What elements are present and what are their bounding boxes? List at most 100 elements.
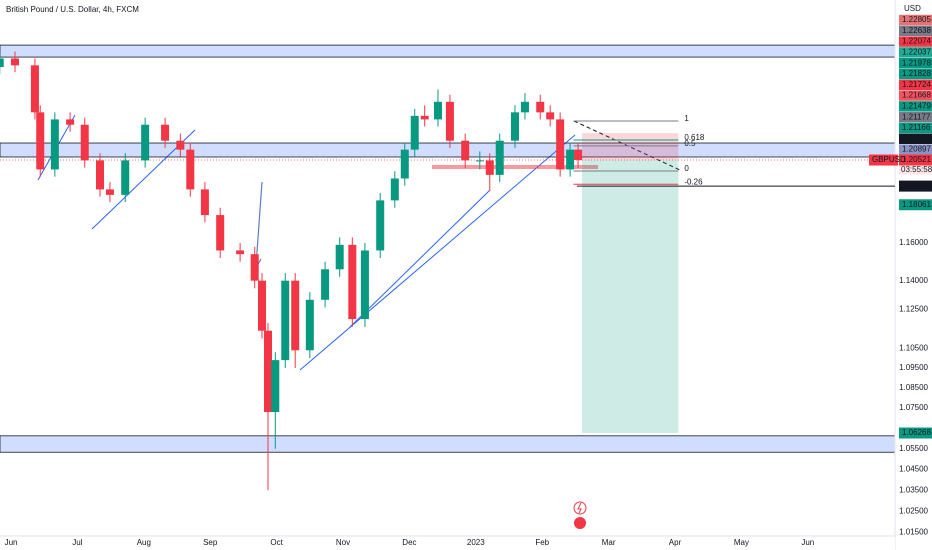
candle-body xyxy=(360,250,369,320)
candle-body xyxy=(105,189,114,195)
candle-body xyxy=(520,101,529,113)
event-icon[interactable] xyxy=(573,501,587,515)
candle-body xyxy=(216,215,225,251)
x-tick-label: 2023 xyxy=(467,538,485,547)
candle-body xyxy=(566,149,575,170)
price-tag xyxy=(899,47,932,58)
price-tag xyxy=(899,180,932,192)
target-zone xyxy=(582,160,679,434)
price-tag-label: 1.22805 xyxy=(902,15,931,24)
x-tick-label: Jun xyxy=(801,538,814,547)
x-tick-label: Apr xyxy=(669,538,682,547)
price-tag-label: 1.21828 xyxy=(902,69,931,78)
candle-body xyxy=(121,160,130,195)
candle-body xyxy=(536,101,545,113)
y-tick-label: 1.07500 xyxy=(899,403,928,412)
candle-body xyxy=(495,140,504,175)
fib-label: -0.26 xyxy=(684,177,703,186)
price-tag-label: 1.21668 xyxy=(902,91,931,100)
zone xyxy=(0,44,896,58)
candle-body xyxy=(236,250,245,255)
candle-body xyxy=(376,200,385,251)
price-tag xyxy=(899,144,932,155)
price-tag xyxy=(899,36,932,47)
candle-body xyxy=(0,58,4,68)
candle-body xyxy=(321,269,330,300)
y-tick-label: 1.12500 xyxy=(899,305,928,314)
candle-body xyxy=(258,280,267,331)
x-axis-bg xyxy=(0,537,895,550)
candle-body xyxy=(281,280,290,361)
candle-body xyxy=(510,112,519,141)
flag-icon[interactable] xyxy=(574,517,586,529)
y-tick-label: 1.04500 xyxy=(899,465,928,474)
trendline xyxy=(349,189,491,328)
x-tick-label: Dec xyxy=(402,538,416,547)
event-icon-glyph xyxy=(577,502,582,514)
y-tick-label: 1.10500 xyxy=(899,343,928,352)
stop-zone xyxy=(582,133,679,161)
candle-body xyxy=(30,65,39,113)
x-tick-label: Aug xyxy=(137,538,151,547)
candle-body xyxy=(263,330,272,413)
fib-label: 0 xyxy=(684,164,689,173)
price-tag xyxy=(899,25,932,36)
y-tick-label: 1.14000 xyxy=(899,276,928,285)
price-tag xyxy=(899,58,932,69)
candle-body xyxy=(390,178,399,201)
drawings xyxy=(0,44,896,453)
candle-body xyxy=(335,244,344,270)
candle-body xyxy=(574,149,583,161)
fib-label: 0.618 xyxy=(684,133,705,142)
price-tag xyxy=(899,154,932,166)
price-tag-label: 1.18061 xyxy=(902,200,931,209)
candle-body xyxy=(291,280,300,351)
x-tick-label: Feb xyxy=(535,538,549,547)
candle-body xyxy=(433,101,442,120)
price-tag xyxy=(899,427,932,439)
price-tag xyxy=(899,122,932,134)
price-tag xyxy=(899,90,932,101)
candle-body xyxy=(141,124,150,161)
price-tag-label: 1.21177 xyxy=(902,112,931,121)
fib-label: 1 xyxy=(684,114,689,123)
candle-body xyxy=(305,299,314,351)
price-tag-label: 1.19081 xyxy=(902,181,931,190)
countdown-tag xyxy=(899,165,932,175)
x-tick-label: Mar xyxy=(602,538,616,547)
currency-label: USD xyxy=(904,4,921,13)
y-tick-label: 1.16000 xyxy=(899,238,928,247)
price-tag-label: 1.20908 xyxy=(902,134,931,143)
zone xyxy=(0,435,896,453)
x-tick-label: Oct xyxy=(270,538,283,547)
candle-body xyxy=(271,360,280,413)
price-tag xyxy=(899,112,932,123)
candle-body xyxy=(485,160,494,175)
candle-body xyxy=(176,140,185,150)
y-tick-label: 1.08500 xyxy=(899,383,928,392)
candle-body xyxy=(420,115,429,120)
y-tick-label: 1.01500 xyxy=(899,528,928,537)
candle-body xyxy=(200,189,209,216)
price-tag-label: 1.21724 xyxy=(902,80,931,89)
candle-body xyxy=(11,58,20,66)
arrow xyxy=(255,181,263,267)
candle-body xyxy=(80,124,89,161)
candle-body xyxy=(546,112,555,120)
symbol-label: GBPUSD xyxy=(872,155,906,164)
x-tick-label: May xyxy=(734,538,749,547)
symbol-tag xyxy=(869,154,898,166)
candle-body xyxy=(445,101,454,141)
price-tag-label: 1.21479 xyxy=(902,102,931,111)
candle-body xyxy=(186,149,195,190)
candle-body xyxy=(161,124,170,141)
price-tag-label: 1.22638 xyxy=(902,26,931,35)
price-tag xyxy=(899,133,932,144)
countdown: 03:55:58 xyxy=(901,165,932,174)
x-tick-label: Sep xyxy=(203,538,218,547)
candle-body xyxy=(556,119,565,170)
price-tag-label: 1.20897 xyxy=(902,145,931,154)
candle-body xyxy=(66,119,75,125)
